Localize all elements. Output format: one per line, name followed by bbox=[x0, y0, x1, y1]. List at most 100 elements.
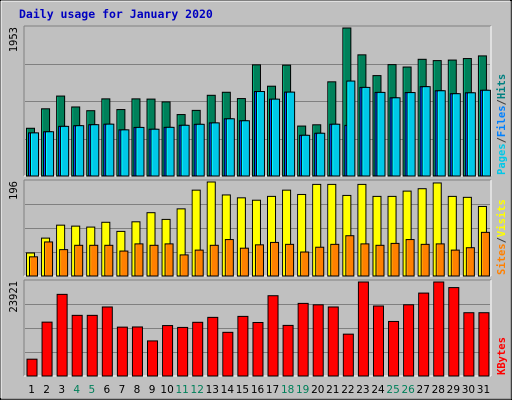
x-tick-label-15: 15 bbox=[236, 384, 249, 396]
bar-kbytes-fill bbox=[282, 324, 294, 377]
x-axis-labels: 1 2 3 4 5 6 7 8 9 10 11 12 13 14 15 16 17 18 19 20 21 22 23 24 2… bbox=[28, 384, 490, 396]
bar-kbytes-fill bbox=[56, 293, 68, 377]
bar-kbytes-day-23 bbox=[357, 281, 369, 377]
bar-kbytes-fill bbox=[312, 304, 324, 377]
panel-max-label: 1953 bbox=[8, 27, 20, 52]
bar-kbytes-day-16 bbox=[252, 321, 264, 377]
bar-pages-day-23 bbox=[361, 86, 371, 177]
bar-sites-day-27 bbox=[420, 243, 430, 277]
bar-sites-day-30 bbox=[465, 247, 475, 277]
bar-sites-day-22 bbox=[345, 235, 355, 277]
bar-sites-day-25 bbox=[390, 242, 400, 277]
bar-pages-fill bbox=[120, 129, 130, 177]
bar-sites-day-28 bbox=[435, 243, 445, 277]
bar-pages-fill bbox=[271, 98, 281, 177]
bar-kbytes-fill bbox=[297, 302, 309, 377]
bar-kbytes-fill bbox=[357, 281, 369, 377]
bar-kbytes-fill bbox=[71, 314, 83, 377]
bar-sites-day-26 bbox=[405, 239, 415, 277]
bar-pages-day-26 bbox=[406, 92, 416, 177]
bar-sites-day-6 bbox=[104, 244, 114, 277]
legend-entry: / bbox=[496, 137, 508, 143]
bar-kbytes-day-11 bbox=[177, 326, 189, 377]
bar-sites-fill bbox=[194, 249, 204, 277]
bar-sites-day-31 bbox=[480, 231, 490, 277]
bar-kbytes-fill bbox=[41, 321, 53, 377]
bar-sites-fill bbox=[300, 251, 310, 277]
bar-sites-day-20 bbox=[315, 246, 325, 277]
bar-pages-day-18 bbox=[286, 91, 296, 177]
bar-sites-day-12 bbox=[194, 249, 204, 277]
bar-sites-fill bbox=[134, 243, 144, 277]
x-tick-label-9: 9 bbox=[149, 384, 156, 396]
x-tick-label-4: 4 bbox=[73, 384, 80, 396]
bar-kbytes-day-15 bbox=[237, 315, 249, 377]
bar-sites-day-13 bbox=[209, 244, 219, 277]
x-tick-label-1: 1 bbox=[28, 384, 35, 396]
bar-kbytes-fill bbox=[403, 304, 415, 377]
bar-kbytes-fill bbox=[388, 320, 400, 377]
bar-kbytes-fill bbox=[101, 306, 113, 377]
x-tick-label-17: 17 bbox=[266, 384, 279, 396]
bar-kbytes-day-9 bbox=[147, 340, 159, 377]
bar-pages-fill bbox=[331, 123, 341, 177]
bar-kbytes-day-27 bbox=[418, 292, 430, 377]
bar-pages-fill bbox=[90, 124, 100, 177]
x-tick-label-26: 26 bbox=[401, 384, 415, 396]
x-tick-label-21: 21 bbox=[326, 384, 339, 396]
bar-sites-day-5 bbox=[89, 244, 99, 277]
bar-pages-fill bbox=[436, 90, 446, 177]
bar-sites-fill bbox=[239, 247, 249, 277]
bar-sites-day-21 bbox=[330, 243, 340, 277]
bar-kbytes-fill bbox=[147, 340, 159, 377]
panel-max-label: 196 bbox=[8, 181, 20, 200]
x-tick-label-18: 18 bbox=[281, 384, 294, 396]
bar-kbytes-fill bbox=[86, 314, 98, 377]
bar-pages-day-2 bbox=[45, 131, 55, 177]
x-tick-label-8: 8 bbox=[134, 384, 141, 396]
panel-visits: 196 Sites/Visits bbox=[8, 179, 508, 277]
legend-entry: Visits bbox=[496, 199, 508, 237]
bar-sites-day-23 bbox=[360, 243, 370, 277]
bar-sites-fill bbox=[315, 246, 325, 277]
bar-kbytes-fill bbox=[222, 331, 234, 377]
x-tick-label-22: 22 bbox=[341, 384, 354, 396]
bar-pages-day-12 bbox=[195, 123, 205, 177]
bar-pages-fill bbox=[45, 131, 55, 177]
bar-sites-fill bbox=[375, 244, 385, 277]
x-tick-label-24: 24 bbox=[371, 384, 385, 396]
bar-sites-day-9 bbox=[149, 244, 159, 277]
bar-pages-fill bbox=[361, 86, 371, 177]
bar-kbytes-day-17 bbox=[267, 295, 279, 377]
bar-pages-day-30 bbox=[466, 92, 476, 177]
bar-pages-day-31 bbox=[481, 89, 491, 177]
bar-kbytes-fill bbox=[192, 321, 204, 377]
bar-pages-fill bbox=[346, 80, 356, 177]
bar-pages-day-13 bbox=[210, 122, 220, 177]
bar-sites-fill bbox=[390, 242, 400, 277]
x-tick-label-16: 16 bbox=[251, 384, 265, 396]
bar-kbytes-fill bbox=[26, 358, 38, 377]
bar-sites-fill bbox=[119, 250, 129, 277]
bar-pages-day-20 bbox=[316, 132, 326, 177]
panel-max-label: 23921 bbox=[8, 281, 20, 313]
bar-sites-fill bbox=[89, 244, 99, 277]
x-tick-label-23: 23 bbox=[356, 384, 369, 396]
bar-pages-fill bbox=[180, 124, 190, 177]
bar-pages-fill bbox=[60, 125, 70, 177]
x-tick-label-19: 19 bbox=[296, 384, 309, 396]
bar-kbytes-day-5 bbox=[86, 314, 98, 377]
bar-sites-day-29 bbox=[450, 249, 460, 277]
bar-sites-day-4 bbox=[74, 244, 84, 277]
bar-kbytes-day-13 bbox=[207, 316, 219, 377]
bar-pages-fill bbox=[225, 118, 235, 177]
x-tick-label-31: 31 bbox=[477, 384, 490, 396]
bar-kbytes-fill bbox=[342, 333, 354, 377]
bar-sites-fill bbox=[59, 249, 69, 277]
bar-pages-fill bbox=[451, 93, 461, 177]
bar-pages-fill bbox=[135, 126, 145, 177]
bar-pages-day-5 bbox=[90, 124, 100, 177]
bar-sites-day-2 bbox=[44, 241, 54, 277]
